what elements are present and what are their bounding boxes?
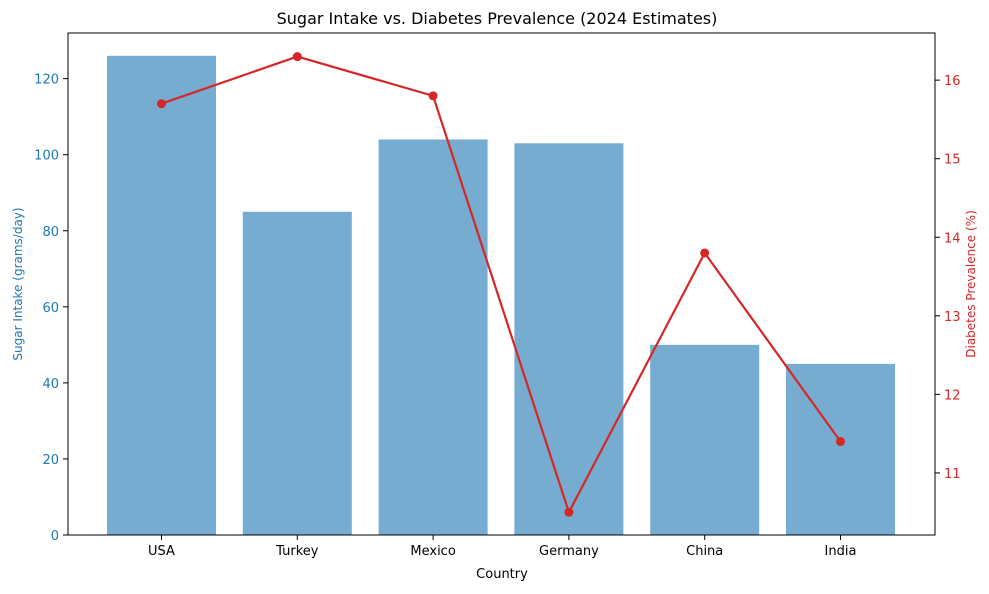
y-right-tick-label: 13 <box>944 310 961 325</box>
prevalence-point-china <box>700 248 710 258</box>
x-tick-label: Mexico <box>410 544 455 559</box>
plot-frame <box>67 32 936 536</box>
y-right-tick-label: 14 <box>944 231 961 246</box>
bar-usa <box>107 55 216 536</box>
y-right-axis-label: Diabetes Prevalence (%) <box>964 210 978 358</box>
y-left-tick-label: 0 <box>51 529 59 544</box>
prevalence-point-usa <box>157 99 166 109</box>
prevalence-point-india <box>836 437 845 447</box>
x-tick-label: India <box>825 544 857 559</box>
prevalence-line <box>161 55 842 516</box>
prevalence-point-germany <box>564 507 574 517</box>
y-right-tick-label: 12 <box>944 388 961 403</box>
bar-mexico <box>378 139 488 535</box>
prevalence-point-turkey <box>292 52 302 62</box>
chart-title: Sugar Intake vs. Diabetes Prevalence (20… <box>277 9 718 28</box>
x-axis-label: Country <box>476 567 528 582</box>
y-right-tick-label: 15 <box>944 153 961 168</box>
y-left-tick-label: 80 <box>42 225 59 240</box>
x-tick-label: China <box>686 544 723 559</box>
y-left-tick-label: 20 <box>42 453 59 468</box>
bar-china <box>650 344 760 535</box>
y-right-tick-label: 11 <box>944 467 961 482</box>
y-right-tick-label: 16 <box>944 74 961 89</box>
prevalence-point-mexico <box>428 91 438 101</box>
y-left-tick-label: 100 <box>34 149 59 164</box>
bar-turkey <box>242 211 352 535</box>
y-left-axis-label: Sugar Intake (grams/day) <box>11 207 25 360</box>
y-left-tick-label: 120 <box>34 73 59 88</box>
bar-germany <box>514 143 624 535</box>
x-tick-label: Germany <box>539 544 599 559</box>
y-left-tick-label: 40 <box>42 377 59 392</box>
x-tick-label: USA <box>148 544 175 559</box>
y-left-tick-label: 60 <box>42 301 59 316</box>
x-tick-label: Turkey <box>275 544 319 559</box>
